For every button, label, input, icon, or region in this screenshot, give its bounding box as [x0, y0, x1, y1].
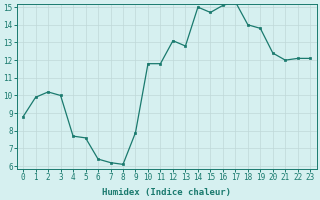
- X-axis label: Humidex (Indice chaleur): Humidex (Indice chaleur): [102, 188, 231, 197]
